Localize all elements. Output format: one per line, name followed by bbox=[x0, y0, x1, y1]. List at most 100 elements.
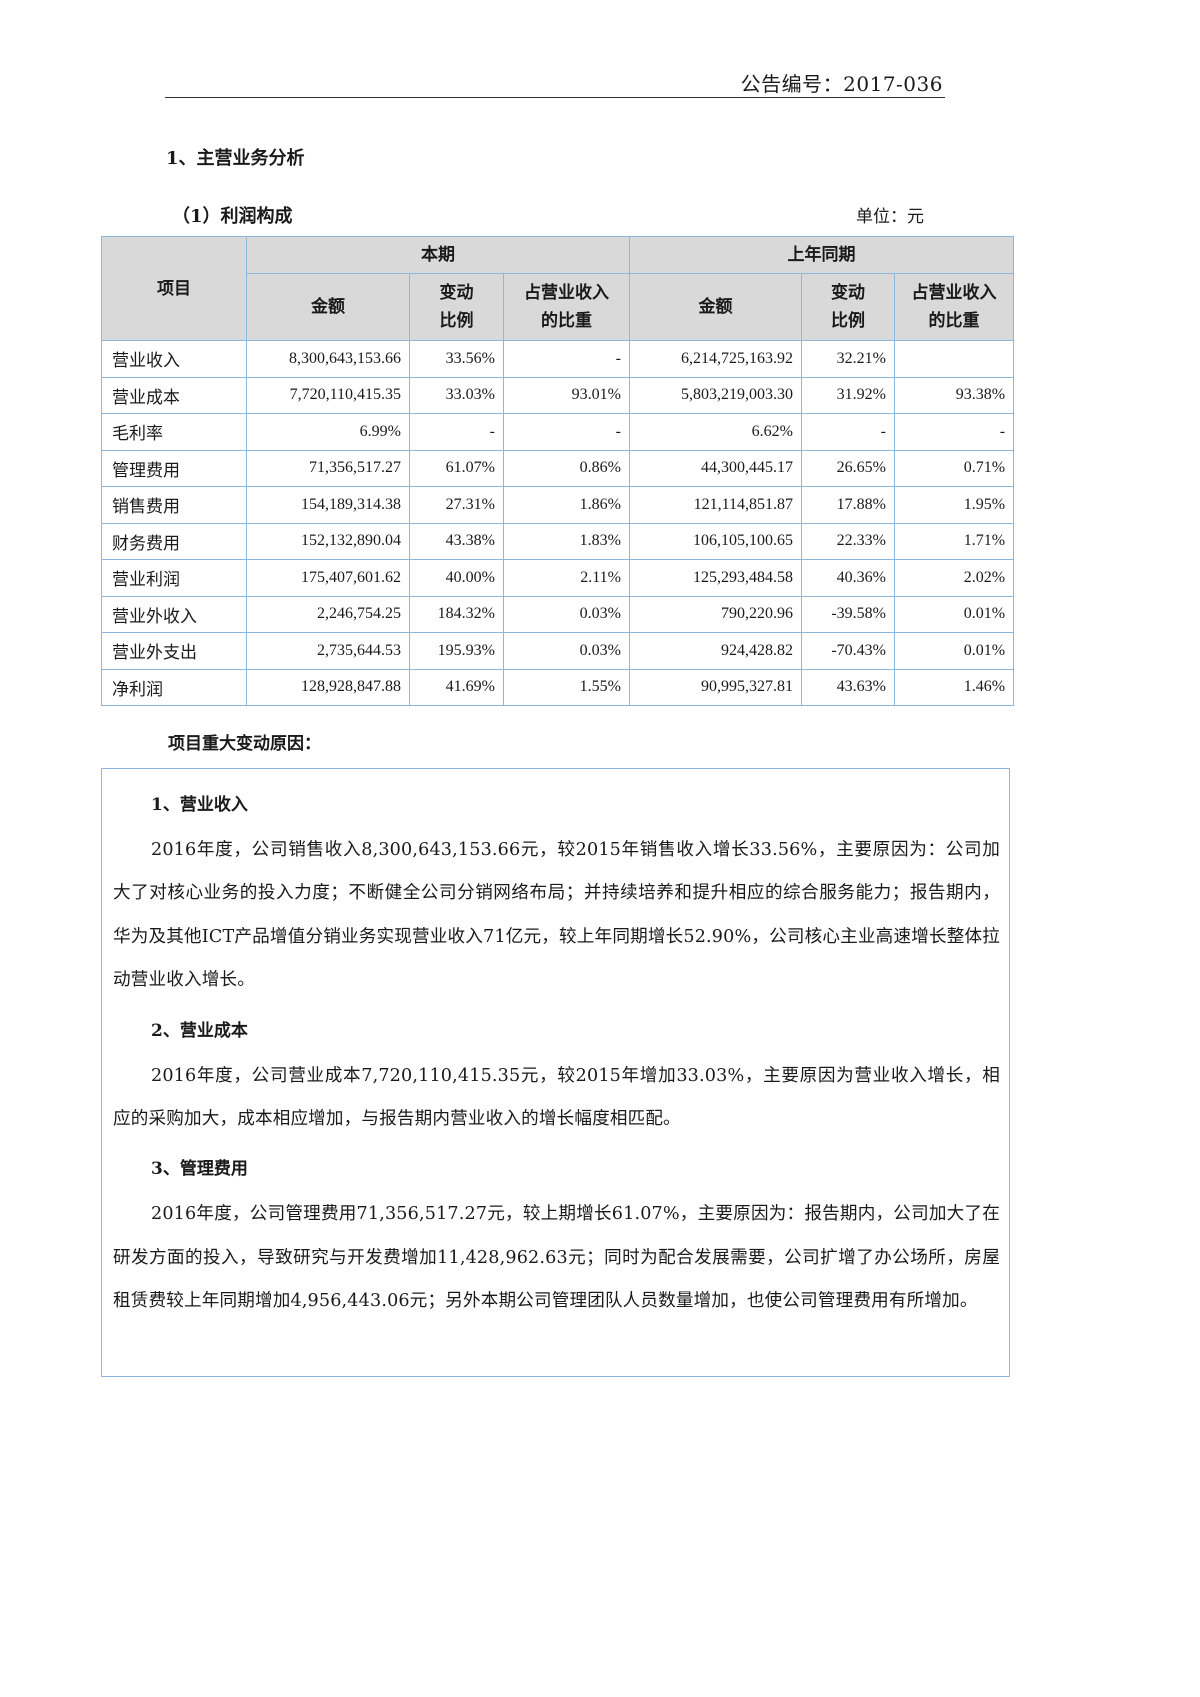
header-change: 变动 比例 bbox=[801, 273, 895, 341]
cell-prior-share: 0.01% bbox=[893, 632, 1015, 670]
cell-item: 营业收入 bbox=[101, 340, 247, 378]
cell-prior-share: 1.95% bbox=[893, 486, 1015, 524]
header-current-period: 本期 bbox=[246, 236, 630, 274]
cell-cur-share: 2.11% bbox=[503, 559, 630, 597]
cell-prior-change: -39.58% bbox=[801, 595, 895, 633]
cell-cur-change: - bbox=[409, 413, 504, 451]
cell-item: 营业外支出 bbox=[101, 632, 247, 670]
cell-cur-change: 41.69% bbox=[409, 668, 504, 706]
cell-cur-amount: 71,356,517.27 bbox=[246, 449, 410, 487]
cell-prior-share: 1.71% bbox=[893, 522, 1015, 560]
cell-cur-change: 43.38% bbox=[409, 522, 504, 560]
cell-cur-share: 0.86% bbox=[503, 449, 630, 487]
reasons-title: 项目重大变动原因： bbox=[168, 734, 321, 754]
header-share: 占营业收入 的比重 bbox=[503, 273, 630, 341]
cell-prior-share: 1.46% bbox=[893, 668, 1015, 706]
cell-cur-share: 0.03% bbox=[503, 632, 630, 670]
unit-label: 单位：元 bbox=[856, 207, 924, 227]
cell-cur-change: 33.56% bbox=[409, 340, 504, 378]
cell-prior-change: 17.88% bbox=[801, 486, 895, 524]
cell-cur-amount: 6.99% bbox=[246, 413, 410, 451]
table-row: 营业外收入 2,246,754.25 184.32% 0.03% 790,220.96-… bbox=[101, 595, 1015, 633]
cell-prior-share: 0.01% bbox=[893, 595, 1015, 633]
table-row: 营业收入 8,300,643,153.66 33.56% -6,214,725,163… bbox=[101, 340, 1015, 378]
cell-prior-amount: 5,803,219,003.30 bbox=[629, 376, 802, 414]
cell-cur-share: 0.03% bbox=[503, 595, 630, 633]
reason-paragraph: 2016年度，公司销售收入8,300,643,153.66元，较2015年销售收… bbox=[113, 840, 1000, 991]
cell-cur-share: 93.01% bbox=[503, 376, 630, 414]
reason-paragraph: 2016年度，公司管理费用71,356,517.27元，较上期增长61.07%，… bbox=[113, 1204, 1000, 1312]
cell-prior-change: 40.36% bbox=[801, 559, 895, 597]
cell-prior-amount: 106,105,100.65 bbox=[629, 522, 802, 560]
table-row: 财务费用 152,132,890.04 43.38% 1.83% 106,105,100… bbox=[101, 522, 1015, 560]
cell-prior-change: - bbox=[801, 413, 895, 451]
cell-prior-change: 22.33% bbox=[801, 522, 895, 560]
cell-prior-share: 93.38% bbox=[893, 376, 1015, 414]
cell-item: 销售费用 bbox=[101, 486, 247, 524]
reason-heading: 2、营业成本 bbox=[151, 1020, 248, 1041]
page-header: 公告编号：2017-036 bbox=[165, 66, 945, 98]
cell-prior-amount: 6,214,725,163.92 bbox=[629, 340, 802, 378]
table-row: 管理费用 71,356,517.27 61.07% 0.86% 44,300,445.1… bbox=[101, 449, 1015, 487]
table-row: 净利润 128,928,847.88 41.69% 1.55% 90,995,327.8… bbox=[101, 668, 1015, 706]
cell-prior-change: 26.65% bbox=[801, 449, 895, 487]
header-item: 项目 bbox=[101, 236, 247, 341]
cell-cur-amount: 175,407,601.62 bbox=[246, 559, 410, 597]
announcement-number: 公告编号：2017-036 bbox=[740, 72, 943, 96]
table-row: 营业利润 175,407,601.62 40.00% 2.11% 125,293,484… bbox=[101, 559, 1015, 597]
section-title: 1、主营业务分析 bbox=[166, 148, 305, 169]
table-row: 营业外支出 2,735,644.53 195.93% 0.03% 924,428.82-… bbox=[101, 632, 1015, 670]
cell-item: 营业利润 bbox=[101, 559, 247, 597]
profit-composition-table: 项目 本期 上年同期 金额 变动 比例 占营业收入 的比重 金额 变动 比例 占营业收… bbox=[101, 236, 1015, 706]
cell-item: 营业外收入 bbox=[101, 595, 247, 633]
cell-prior-amount: 44,300,445.17 bbox=[629, 449, 802, 487]
cell-prior-share: 2.02% bbox=[893, 559, 1015, 597]
table-title: （1）利润构成 bbox=[172, 206, 293, 227]
cell-prior-amount: 125,293,484.58 bbox=[629, 559, 802, 597]
cell-cur-change: 184.32% bbox=[409, 595, 504, 633]
cell-prior-share: - bbox=[893, 413, 1015, 451]
cell-prior-amount: 6.62% bbox=[629, 413, 802, 451]
table-row: 毛利率 6.99% - -6.62% - - bbox=[101, 413, 1015, 451]
cell-prior-change: 31.92% bbox=[801, 376, 895, 414]
cell-prior-share bbox=[893, 340, 1015, 378]
header-share: 占营业收入 的比重 bbox=[893, 273, 1015, 341]
cell-prior-amount: 90,995,327.81 bbox=[629, 668, 802, 706]
cell-cur-share: - bbox=[503, 340, 630, 378]
cell-cur-change: 195.93% bbox=[409, 632, 504, 670]
cell-item: 管理费用 bbox=[101, 449, 247, 487]
header-amount: 金额 bbox=[246, 273, 410, 341]
reason-heading: 1、营业收入 bbox=[151, 795, 248, 815]
reasons-box: 1、营业收入 2016年度，公司销售收入8,300,643,153.66元，较20… bbox=[101, 768, 1010, 1377]
table-row: 销售费用 154,189,314.38 27.31% 1.86% 121,114,851… bbox=[101, 486, 1015, 524]
cell-item: 净利润 bbox=[101, 668, 247, 706]
reason-heading: 3、管理费用 bbox=[151, 1159, 248, 1180]
cell-cur-share: 1.83% bbox=[503, 522, 630, 560]
cell-cur-change: 40.00% bbox=[409, 559, 504, 597]
cell-cur-amount: 128,928,847.88 bbox=[246, 668, 410, 706]
cell-prior-change: -70.43% bbox=[801, 632, 895, 670]
cell-prior-amount: 790,220.96 bbox=[629, 595, 802, 633]
reason-paragraph: 2016年度，公司营业成本7,720,110,415.35元，较2015年增加3… bbox=[113, 1065, 1000, 1130]
header-amount: 金额 bbox=[629, 273, 802, 341]
cell-prior-change: 32.21% bbox=[801, 340, 895, 378]
cell-cur-change: 27.31% bbox=[409, 486, 504, 524]
cell-cur-amount: 2,735,644.53 bbox=[246, 632, 410, 670]
cell-cur-amount: 8,300,643,153.66 bbox=[246, 340, 410, 378]
header-prior-period: 上年同期 bbox=[628, 236, 1015, 274]
cell-cur-share: - bbox=[503, 413, 630, 451]
cell-item: 毛利率 bbox=[101, 413, 247, 451]
cell-item: 财务费用 bbox=[101, 522, 247, 560]
cell-cur-share: 1.86% bbox=[503, 486, 630, 524]
cell-prior-amount: 924,428.82 bbox=[629, 632, 802, 670]
cell-cur-share: 1.55% bbox=[503, 668, 630, 706]
cell-prior-amount: 121,114,851.87 bbox=[629, 486, 802, 524]
cell-cur-amount: 152,132,890.04 bbox=[246, 522, 410, 560]
cell-cur-amount: 7,720,110,415.35 bbox=[246, 376, 410, 414]
cell-item: 营业成本 bbox=[101, 376, 247, 414]
cell-prior-share: 0.71% bbox=[893, 449, 1015, 487]
header-change: 变动 比例 bbox=[409, 273, 504, 341]
cell-cur-amount: 2,246,754.25 bbox=[246, 595, 410, 633]
table-row: 营业成本 7,720,110,415.35 33.03% 93.01% 5,803,21… bbox=[101, 376, 1015, 414]
cell-prior-change: 43.63% bbox=[801, 668, 895, 706]
